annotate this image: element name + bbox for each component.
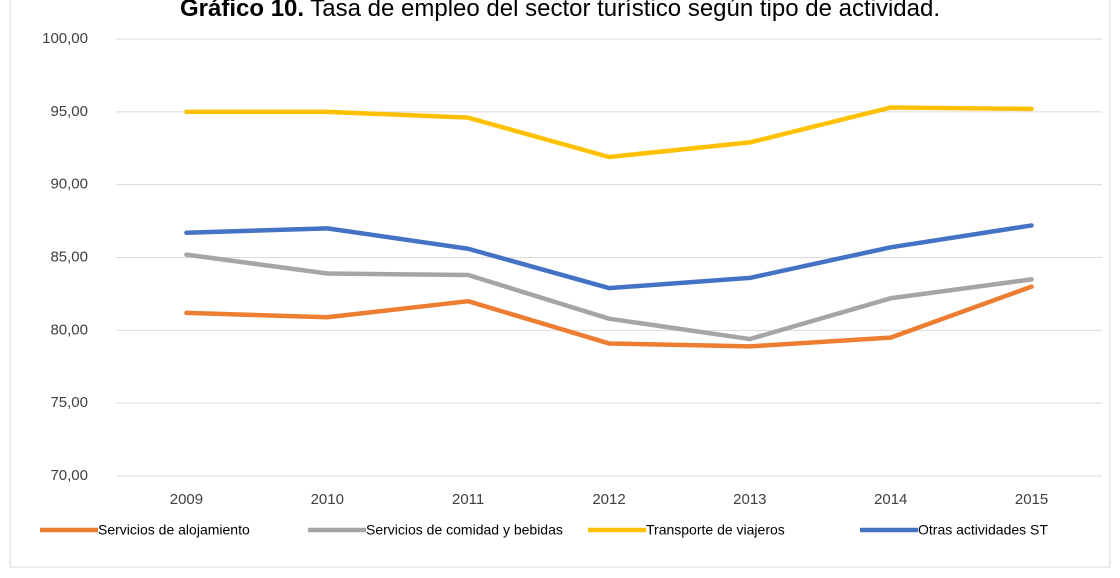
legend-label: Transporte de viajeros — [646, 522, 785, 538]
series-line — [184, 105, 1034, 160]
x-tick-label: 2009 — [170, 491, 203, 508]
chart-title: Gráfico 10. Tasa de empleo del sector tu… — [180, 0, 940, 22]
x-tick-label: 2012 — [592, 491, 625, 508]
y-tick-label: 90,00 — [50, 176, 88, 193]
y-tick-label: 85,00 — [50, 248, 88, 265]
y-tick-label: 95,00 — [50, 103, 88, 120]
x-tick-label: 2010 — [311, 491, 344, 508]
title-label: Gráfico 10. — [180, 0, 304, 22]
y-tick-label: 70,00 — [50, 467, 88, 484]
y-tick-label: 100,00 — [42, 30, 88, 47]
legend-label: Servicios de alojamiento — [98, 522, 250, 538]
legend-label: Servicios de comidad y bebidas — [366, 522, 563, 538]
series-line — [184, 252, 1034, 342]
y-tick-label: 75,00 — [50, 394, 88, 411]
x-tick-label: 2013 — [733, 491, 766, 508]
x-tick-label: 2011 — [452, 491, 484, 508]
chart-frame — [9, 0, 1111, 568]
x-tick-label: 2015 — [1015, 491, 1048, 508]
legend-label: Otras actividades ST — [918, 522, 1048, 538]
series-line — [184, 284, 1034, 349]
y-tick-label: 80,00 — [50, 321, 88, 338]
x-tick-label: 2014 — [874, 491, 907, 508]
series-line — [184, 223, 1034, 291]
title-text: Tasa de empleo del sector turístico segú… — [310, 0, 940, 22]
